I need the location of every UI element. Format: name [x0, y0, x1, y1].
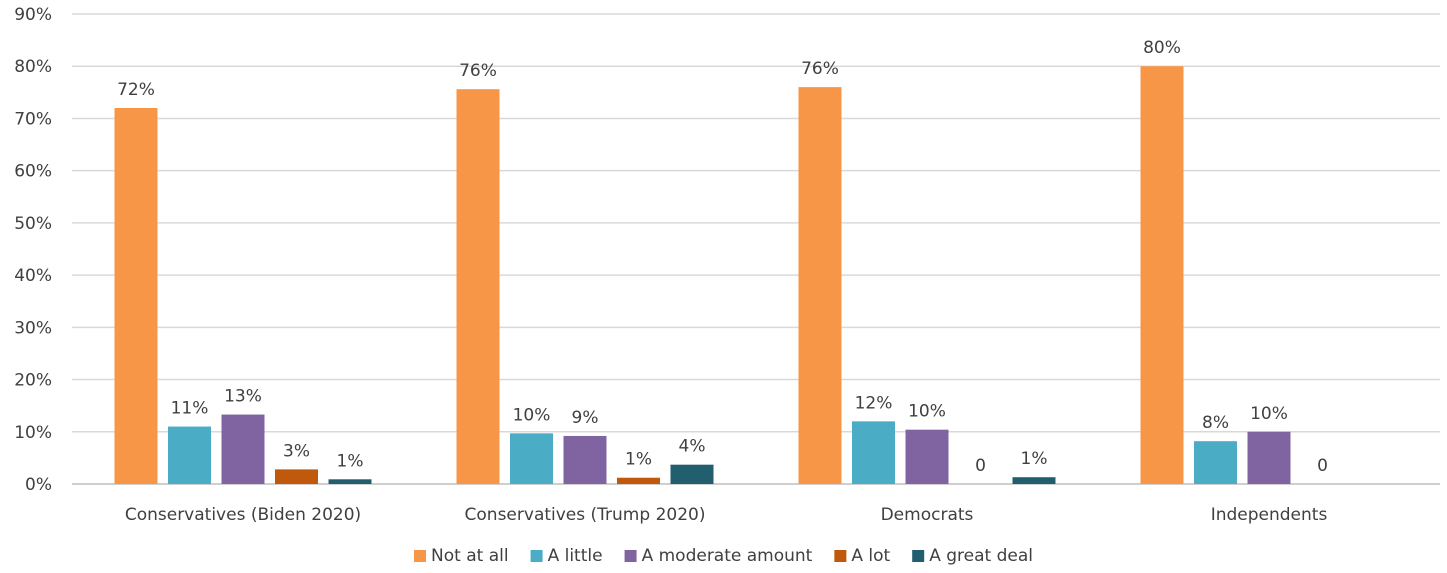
- y-tick-label: 70%: [14, 109, 52, 129]
- legend-item: Not at all: [414, 546, 509, 566]
- data-label: 13%: [224, 387, 262, 407]
- y-tick-label: 60%: [14, 162, 52, 182]
- bar: [798, 87, 842, 484]
- legend-swatch: [834, 550, 847, 562]
- bar: [852, 421, 895, 484]
- bar: [1247, 431, 1291, 484]
- bar: [456, 89, 500, 484]
- data-label: 4%: [679, 437, 706, 457]
- legend-swatch: [624, 550, 637, 562]
- legend: Not at all A little A moderate amount A lot…: [414, 546, 1033, 566]
- data-labels: 72% 11% 13% 3% 1% 76% 10% 9% 1% 4% 76% 12% 10% 0 1% 80%…: [117, 38, 1328, 476]
- legend-label: A little: [548, 546, 603, 566]
- bar: [328, 479, 372, 484]
- data-label: 10%: [1250, 404, 1288, 424]
- legend-item: A lot: [834, 546, 891, 566]
- bar: [905, 429, 949, 484]
- y-tick-label: 20%: [14, 371, 52, 391]
- bar: [1012, 477, 1056, 484]
- data-label: 0: [1317, 456, 1328, 476]
- y-tick-label: 40%: [14, 266, 52, 286]
- legend-swatch: [912, 550, 925, 562]
- y-axis-ticks: 0% 10% 20% 30% 40% 50% 60% 70% 80% 90%: [14, 5, 52, 495]
- y-tick-label: 10%: [14, 423, 52, 443]
- data-label: 72%: [117, 80, 155, 100]
- data-label: 3%: [283, 441, 310, 461]
- bar: [114, 108, 158, 484]
- y-tick-label: 30%: [14, 318, 52, 338]
- legend-item: A great deal: [912, 546, 1033, 566]
- bars: [114, 66, 1291, 484]
- legend-swatch: [414, 550, 427, 562]
- gridlines: [72, 13, 1440, 485]
- legend-label: Not at all: [431, 546, 509, 566]
- data-label: 10%: [513, 405, 551, 425]
- y-tick-label: 80%: [14, 57, 52, 77]
- bar: [563, 435, 607, 484]
- x-category-label: Conservatives (Biden 2020): [125, 505, 361, 525]
- y-tick-label: 90%: [14, 5, 52, 25]
- data-label: 1%: [1021, 449, 1048, 469]
- x-category-label: Democrats: [881, 505, 974, 525]
- legend-label: A lot: [851, 546, 890, 566]
- bar: [1194, 441, 1237, 484]
- legend-label: A moderate amount: [642, 546, 813, 566]
- x-category-label: Conservatives (Trump 2020): [465, 505, 706, 525]
- x-category-label: Independents: [1211, 505, 1328, 525]
- data-label: 76%: [801, 59, 839, 79]
- y-tick-label: 0%: [25, 475, 52, 495]
- bar: [1140, 66, 1184, 484]
- bar: [221, 414, 265, 484]
- data-label: 11%: [171, 399, 209, 419]
- data-label: 10%: [908, 402, 946, 422]
- data-label: 1%: [625, 450, 652, 470]
- bar: [168, 426, 211, 484]
- legend-label: A great deal: [929, 546, 1033, 566]
- bar: [275, 469, 318, 484]
- data-label: 9%: [572, 408, 599, 428]
- data-label: 12%: [855, 393, 893, 413]
- bar: [510, 433, 553, 484]
- data-label: 80%: [1143, 38, 1181, 58]
- data-label: 8%: [1202, 413, 1229, 433]
- data-label: 1%: [337, 451, 364, 471]
- legend-item: A little: [530, 546, 603, 566]
- data-label: 0: [975, 456, 986, 476]
- bar: [617, 477, 660, 484]
- data-label: 76%: [459, 61, 497, 81]
- legend-item: A moderate amount: [624, 546, 813, 566]
- bar: [670, 464, 714, 484]
- legend-swatch: [530, 550, 543, 562]
- y-tick-label: 50%: [14, 214, 52, 234]
- x-axis-categories: Conservatives (Biden 2020) Conservatives …: [125, 505, 1328, 525]
